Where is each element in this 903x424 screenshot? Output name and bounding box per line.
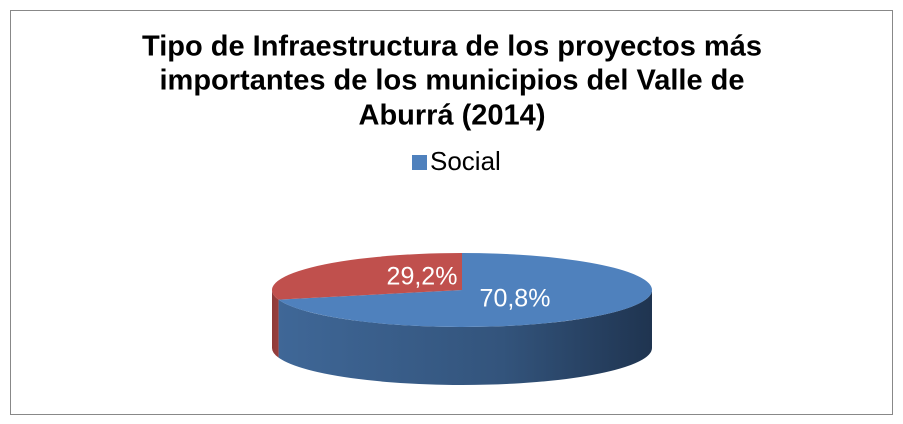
data-label: 70,8% <box>480 285 551 313</box>
pie-slice <box>278 253 652 327</box>
legend-swatch <box>412 155 427 170</box>
title-line: Aburrá (2014) <box>359 100 546 132</box>
data-label: 29,2% <box>387 263 458 291</box>
chart-title: Tipo de Infraestructura de los proyectos… <box>142 31 762 132</box>
title-line: importantes de los municipios del Valle … <box>160 65 745 97</box>
slice-side <box>272 290 279 358</box>
slice-side <box>278 290 652 385</box>
pie-slice <box>272 253 462 300</box>
title-line: Tipo de Infraestructura de los proyectos… <box>142 31 762 63</box>
legend-label: Social <box>430 146 501 176</box>
